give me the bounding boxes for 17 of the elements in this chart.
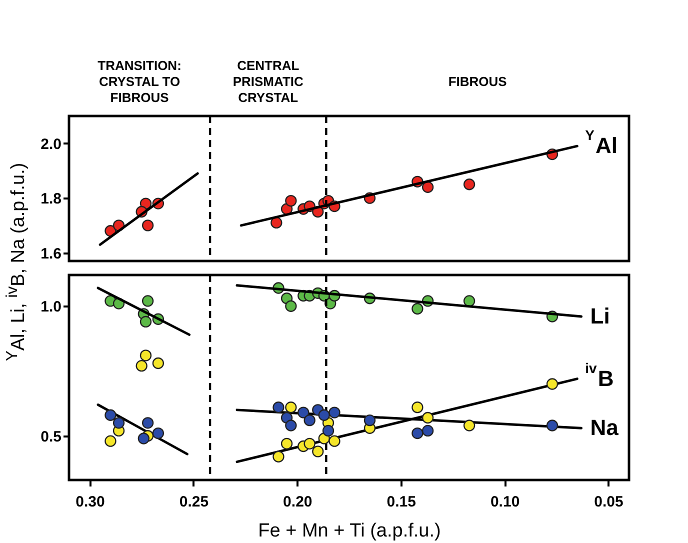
x-tick-label: 0.25 [179, 494, 209, 510]
y-tick-label: 1.0 [40, 298, 62, 316]
x-tick-label: 0.10 [490, 494, 520, 510]
x-tick-label: 0.30 [76, 494, 105, 510]
x-axis-title: Fe + Mn + Ti (a.p.f.u.) [258, 520, 441, 542]
text: FIBROUS [448, 74, 508, 89]
x-tick-label: 0.20 [283, 494, 312, 510]
series-label: Na [590, 415, 620, 440]
x-tick-label: 0.15 [386, 494, 416, 510]
y-tick-label: 1.8 [40, 190, 62, 208]
text: CENTRAL PRISMATIC CRYSTAL [232, 58, 304, 105]
y-tick-label: 1.6 [40, 245, 62, 262]
y-tick-label: 2.0 [40, 136, 62, 153]
x-tick-label: 0.05 [594, 494, 624, 510]
text: TRANSITION: CRYSTAL TO FIBROUS [98, 58, 182, 105]
series-label: Li [590, 304, 610, 329]
y-tick-label: 0.5 [40, 428, 62, 446]
